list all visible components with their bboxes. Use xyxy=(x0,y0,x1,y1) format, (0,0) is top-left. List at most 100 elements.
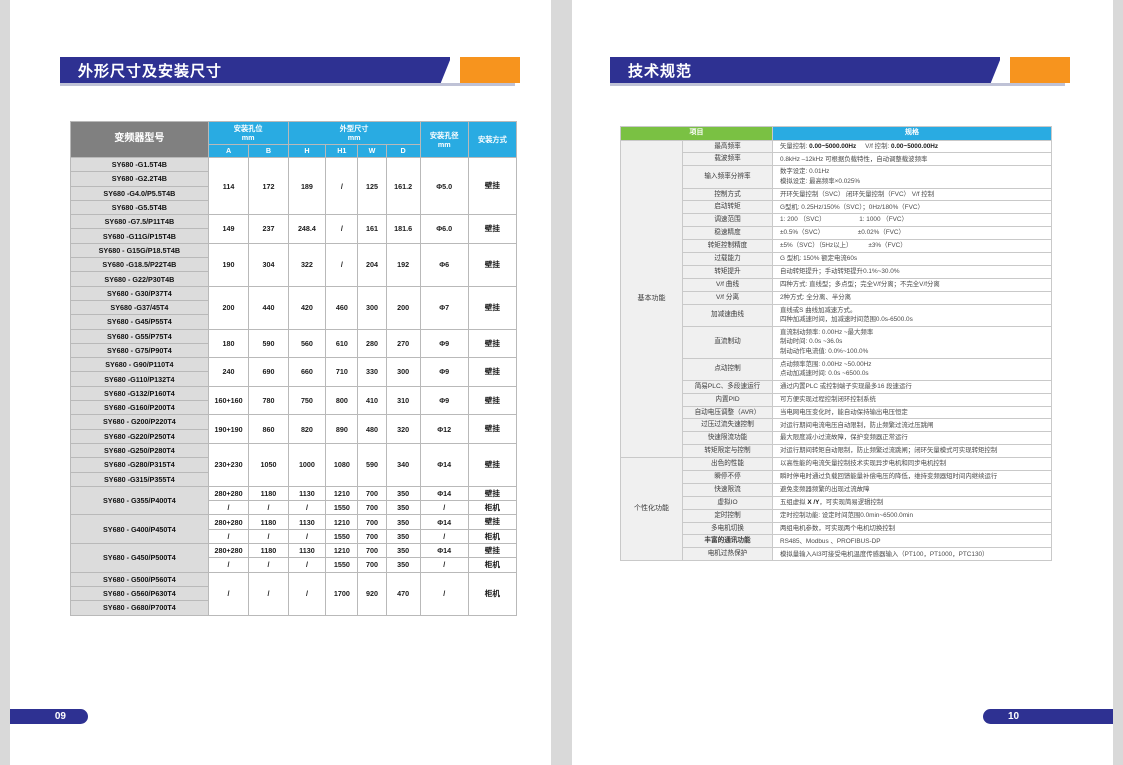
dim-value-a: 280+280 xyxy=(207,485,250,502)
header-col-h: H xyxy=(287,143,327,159)
spec-row: V/f 曲线 四种方式: 直线型；多点型；完全V/f分离；不完全V/f分离 xyxy=(621,277,1052,292)
dim-value-a: / xyxy=(207,500,250,516)
dim-hole-diameter: Φ6.0 xyxy=(419,214,469,244)
model-cell: SY680 -G5.5T4B xyxy=(70,199,209,216)
spec-row: 载波频率 0.8kHz –12kHz 可根据负载特性，自动调整载波频率 xyxy=(621,152,1052,167)
spec-item-label: 定时控制 xyxy=(682,508,773,523)
dim-value-h: 660 xyxy=(287,357,327,387)
dim-mount-type: 壁挂 xyxy=(467,214,518,244)
dim-mount-type: 壁挂 xyxy=(467,357,518,387)
table-row: SY680 -G18.5/P22T4B xyxy=(70,257,517,273)
spec-row: 转矩限定与控制 对运行期间转矩自动限制，防止频繁过流跳闸；闭环矢量模式可实现转矩控… xyxy=(621,444,1052,459)
spec-item-label: 虚拟IO xyxy=(682,495,773,510)
spec-table-body: 基本功能 最高频率 矢量控制: 0.00~5000.00Hz V/f 控制: 0.0… xyxy=(620,139,1052,562)
dim-value-b: 1180 xyxy=(248,514,289,530)
spec-row: 加减速曲线 直线或S 曲线加减速方式。 四种加减速时间，加减速时间范围0.0s-65… xyxy=(621,303,1052,327)
dim-value-a: 190+190 xyxy=(207,414,250,444)
dim-hole-diameter: / xyxy=(419,571,469,616)
dim-mount-type: 柜机 xyxy=(467,571,518,616)
dim-value-h1: 1550 xyxy=(325,500,359,516)
spec-description: 可方便实现过程控制闭环控制系统 xyxy=(772,392,1052,407)
dim-value-a: 200 xyxy=(207,285,250,330)
dim-hole-diameter: Φ9 xyxy=(419,385,469,416)
dim-hole-diameter: Φ9 xyxy=(419,328,469,359)
dim-value-b: 304 xyxy=(248,242,289,287)
spec-item-label: 自动电压调整（AVR） xyxy=(682,405,773,420)
spec-item-label: 加减速曲线 xyxy=(682,303,773,327)
model-cell: SY680 - G500/P560T4 xyxy=(70,571,209,587)
spec-item-label: 丰富的通讯功能 xyxy=(682,534,773,549)
dimension-header-row-1: 变频器型号 安装孔位 mm 外型尺寸 mm 安装孔径 mm 安装方式 xyxy=(70,121,518,158)
dim-mount-type: 壁挂 xyxy=(467,514,518,530)
dim-value-w: 700 xyxy=(357,500,387,516)
spec-description: 对运行期间转矩自动限制，防止频繁过流跳闸；闭环矢量模式可实现转矩控制 xyxy=(772,444,1052,459)
spec-item-label: 启动转矩 xyxy=(682,200,773,215)
dim-value-b: 440 xyxy=(248,285,289,330)
spec-row: 基本功能 最高频率 矢量控制: 0.00~5000.00Hz V/f 控制: 0.0… xyxy=(620,139,1052,459)
table-row: / //1550 700 350/柜机 xyxy=(71,500,518,516)
dim-hole-diameter: Φ14 xyxy=(419,514,469,530)
header-hole-diameter: 安装孔径 mm xyxy=(419,121,469,158)
spec-description: 最大限度减小过流故障，保护变频器正常运行 xyxy=(772,431,1052,446)
spec-row: 过载能力 G 型机: 150% 额定电流60s xyxy=(621,251,1052,266)
table-row: SY680 - G200/P220T4 190+190 860 820 890 480 32… xyxy=(70,414,518,444)
table-row: SY680 - G680/P700T4 xyxy=(70,600,517,616)
spec-row: 电机过热保护 模拟量输入AI3可接受电机温度传感器输入（PT100，PT1000，… xyxy=(621,547,1052,562)
spec-description: ±0.5%（SVC） ±0.02%（FVC） xyxy=(772,226,1052,241)
dim-hole-diameter: / xyxy=(419,528,469,545)
right-banner-title: 技术规范 xyxy=(628,62,693,80)
spec-row: 转矩提升 自动转矩提升；手动转矩提升0.1%~30.0% xyxy=(621,264,1052,279)
dim-value-h1: 1550 xyxy=(325,528,359,545)
spec-description: G 型机: 150% 额定电流60s xyxy=(772,251,1052,266)
spec-row: 快速限流功能 最大限度减小过流故障，保护变频器正常运行 xyxy=(621,431,1052,446)
spec-item-label: 过载能力 xyxy=(682,251,773,266)
spec-description: 两组电机参数，可实现两个电机切换控制 xyxy=(772,521,1052,536)
dim-mount-type: 柜机 xyxy=(467,557,518,573)
table-row: SY680 -G132/P160T4 160+160 780 750 800 410 310… xyxy=(70,385,518,416)
table-row: SY680 -G110/P132T4 xyxy=(70,371,517,387)
dim-value-h1: 1550 xyxy=(325,557,359,573)
table-row: SY680 -G11G/P15T4B xyxy=(70,228,517,244)
dim-value-h1: 1080 xyxy=(325,442,359,487)
dim-value-h: 1130 xyxy=(287,543,327,559)
dim-value-b: / xyxy=(248,557,289,573)
spec-item-label: V/f 分离 xyxy=(682,290,773,305)
table-row: SY680 -G280/P315T4 xyxy=(70,457,517,473)
dim-mount-type: 柜机 xyxy=(467,500,518,516)
dim-value-d: 350 xyxy=(385,514,421,530)
model-cell: SY680 -G280/P315T4 xyxy=(70,457,209,473)
dim-value-d: 192 xyxy=(385,242,421,287)
dim-hole-diameter: Φ14 xyxy=(419,442,469,487)
table-row: SY680 -G315/P355T4 xyxy=(70,471,517,487)
dim-value-b: 780 xyxy=(248,385,289,416)
right-section-banner: 技术规范 xyxy=(610,57,1070,86)
dim-value-h1: / xyxy=(325,214,359,244)
spec-description: 1: 200 （SVC） 1: 1000 （FVC） xyxy=(772,213,1052,228)
spec-description: 2种方式: 全分离、半分离 xyxy=(772,290,1052,305)
spec-row: 调速范围 1: 200 （SVC） 1: 1000 （FVC） xyxy=(621,213,1052,228)
dim-value-w: 700 xyxy=(357,485,387,502)
spec-description: 直线或S 曲线加减速方式。 四种加减速时间，加减速时间范围0.0s-6500.0s xyxy=(772,303,1052,327)
model-cell: SY680 -G220/P250T4 xyxy=(70,428,209,444)
model-cell: SY680 - G22/P30T4B xyxy=(70,271,209,287)
model-cell: SY680 - G680/P700T4 xyxy=(70,600,209,616)
dim-mount-type: 壁挂 xyxy=(467,328,518,359)
dim-value-a: 280+280 xyxy=(207,514,250,530)
dim-hole-diameter: Φ5.0 xyxy=(419,156,469,216)
table-row: SY680 - G15G/P18.5T4B 190 304 322/204 192 Φ6 壁… xyxy=(70,242,518,287)
dim-value-a: 190 xyxy=(207,242,250,287)
spec-row: 丰富的通讯功能 RS485、Modbus 、PROFIBUS-DP xyxy=(621,534,1052,549)
page-right: 技术规范 项目 规格 基本功能 最高频率 矢量控制: 0.00~5000.00Hz … xyxy=(572,0,1113,765)
dim-value-h: 1130 xyxy=(287,485,327,502)
dim-hole-diameter: / xyxy=(419,557,469,573)
dim-value-h: / xyxy=(287,571,327,616)
spec-row: 点动控制 点动频率范围: 0.00Hz ~50.00Hz 点动加减速时间: 0.0s… xyxy=(621,357,1052,381)
spec-row: V/f 分离 2种方式: 全分离、半分离 xyxy=(621,290,1052,305)
spec-description: 四种方式: 直线型；多点型；完全V/f分离；不完全V/f分离 xyxy=(772,277,1052,292)
table-row: SY680 -G37/45T4 xyxy=(70,299,517,316)
spec-row: 内置PID 可方便实现过程控制闭环控制系统 xyxy=(621,392,1052,407)
dim-value-b: 1180 xyxy=(248,543,289,559)
model-cell: SY680 -G1.5T4B xyxy=(70,156,209,173)
spec-description: 对运行期间电流电压自动限制，防止频繁过流过压跳闸 xyxy=(772,418,1052,433)
dim-value-h1: 1210 xyxy=(325,514,359,530)
